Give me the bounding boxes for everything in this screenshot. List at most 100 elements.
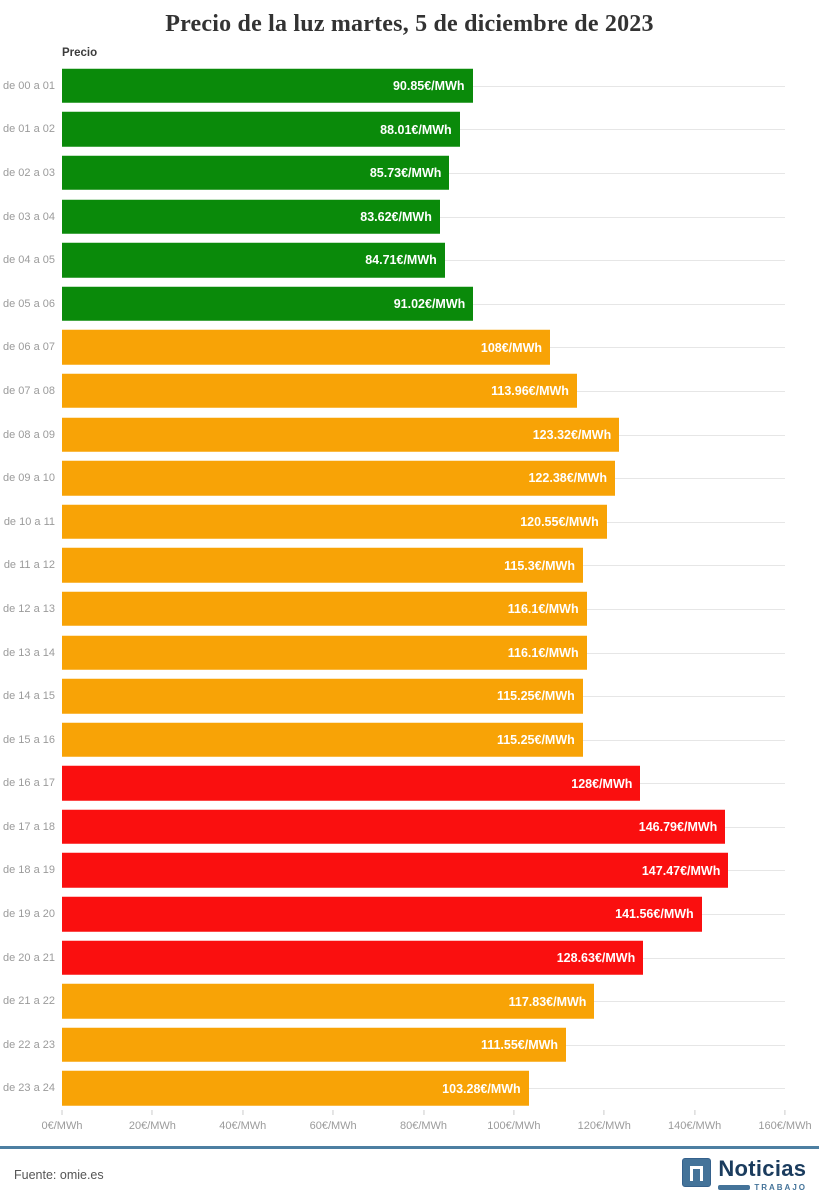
chart-row: de 17 a 18 146.79€/MWh bbox=[0, 805, 819, 849]
x-axis-tick: 20€/MWh bbox=[129, 1110, 176, 1132]
tick-mark bbox=[242, 1110, 244, 1116]
hour-range-label: de 20 a 21 bbox=[3, 951, 55, 964]
bar-track: 141.56€/MWh bbox=[62, 892, 785, 936]
chart-row: de 18 a 19 147.47€/MWh bbox=[0, 849, 819, 893]
hour-range-label: de 14 a 15 bbox=[3, 690, 55, 703]
chart-row: de 06 a 07 108€/MWh bbox=[0, 326, 819, 370]
x-axis-tick: 60€/MWh bbox=[310, 1110, 357, 1132]
tick-mark bbox=[513, 1110, 515, 1116]
bar-track: 120.55€/MWh bbox=[62, 500, 785, 544]
hour-range-label: de 10 a 11 bbox=[3, 515, 55, 528]
price-bar: 111.55€/MWh bbox=[62, 1027, 567, 1063]
price-value-label: 113.96€/MWh bbox=[491, 383, 569, 398]
tick-mark bbox=[694, 1110, 696, 1116]
hour-range-label: de 03 a 04 bbox=[3, 210, 55, 223]
bar-track: 128€/MWh bbox=[62, 762, 785, 806]
hour-range-label: de 05 a 06 bbox=[3, 297, 55, 310]
tick-mark bbox=[784, 1110, 786, 1116]
hour-range-label: de 06 a 07 bbox=[3, 341, 55, 354]
bar-track: 113.96€/MWh bbox=[62, 369, 785, 413]
bar-track: 116.1€/MWh bbox=[62, 631, 785, 675]
chart-row: de 08 a 09 123.32€/MWh bbox=[0, 413, 819, 457]
price-value-label: 83.62€/MWh bbox=[360, 209, 432, 224]
price-bar: 116.1€/MWh bbox=[62, 635, 587, 670]
price-bar: 113.96€/MWh bbox=[62, 373, 577, 409]
price-bar: 83.62€/MWh bbox=[62, 199, 440, 234]
source-credit: Fuente: omie.es bbox=[14, 1167, 104, 1182]
hour-range-label: de 19 a 20 bbox=[3, 908, 55, 921]
noticias-trabajo-logo: Noticias TRABAJO bbox=[682, 1157, 807, 1192]
bar-track: 90.85€/MWh bbox=[62, 64, 785, 108]
hour-range-label: de 07 a 08 bbox=[3, 384, 55, 397]
price-value-label: 115.25€/MWh bbox=[496, 732, 575, 747]
hour-range-label: de 22 a 23 bbox=[3, 1038, 55, 1051]
chart-row: de 22 a 23 111.55€/MWh bbox=[0, 1023, 819, 1067]
x-axis: 0€/MWh 20€/MWh 40€/MWh 60€/MWh 80€/MWh 100€/M… bbox=[42, 1110, 812, 1142]
price-value-label: 116.1€/MWh bbox=[507, 601, 579, 616]
price-bar: 115.25€/MWh bbox=[62, 722, 583, 757]
chart-row: de 12 a 13 116.1€/MWh bbox=[0, 587, 819, 631]
hour-range-label: de 13 a 14 bbox=[3, 646, 55, 659]
bar-track: 85.73€/MWh bbox=[62, 151, 785, 195]
chart-row: de 02 a 03 85.73€/MWh bbox=[0, 151, 819, 195]
price-bar: 123.32€/MWh bbox=[62, 417, 620, 452]
hour-range-label: de 18 a 19 bbox=[3, 864, 55, 877]
chart-row: de 07 a 08 113.96€/MWh bbox=[0, 369, 819, 413]
brand-text: Noticias TRABAJO bbox=[718, 1157, 807, 1192]
hour-range-label: de 23 a 24 bbox=[3, 1082, 55, 1095]
price-bar: 146.79€/MWh bbox=[62, 809, 726, 845]
hour-range-label: de 15 a 16 bbox=[3, 733, 55, 746]
footer: Fuente: omie.es Noticias TRABAJO bbox=[0, 1146, 819, 1200]
brand-sub-row: TRABAJO bbox=[718, 1183, 807, 1192]
bar-track: 83.62€/MWh bbox=[62, 195, 785, 239]
tick-label: 80€/MWh bbox=[399, 1120, 448, 1133]
price-value-label: 141.56€/MWh bbox=[615, 907, 694, 922]
bar-track: 115.25€/MWh bbox=[62, 674, 785, 718]
chart-row: de 13 a 14 116.1€/MWh bbox=[0, 631, 819, 675]
price-bar: 128€/MWh bbox=[62, 766, 641, 801]
price-value-label: 111.55€/MWh bbox=[480, 1037, 559, 1052]
price-bar: 120.55€/MWh bbox=[62, 504, 607, 539]
price-value-label: 147.47€/MWh bbox=[641, 863, 721, 878]
bar-chart: de 00 a 01 90.85€/MWh de 01 a 02 88.01€/MWh… bbox=[0, 64, 819, 1110]
chart-row: de 00 a 01 90.85€/MWh bbox=[0, 64, 819, 108]
tick-mark bbox=[332, 1110, 334, 1116]
bar-track: 91.02€/MWh bbox=[62, 282, 785, 326]
price-value-label: 115.3€/MWh bbox=[504, 558, 575, 573]
bar-track: 103.28€/MWh bbox=[62, 1067, 785, 1111]
tick-label: 0€/MWh bbox=[41, 1120, 83, 1133]
price-bar: 122.38€/MWh bbox=[62, 460, 615, 496]
price-bar: 115.3€/MWh bbox=[62, 548, 583, 583]
chart-row: de 23 a 24 103.28€/MWh bbox=[0, 1067, 819, 1111]
price-value-label: 123.32€/MWh bbox=[532, 427, 612, 442]
price-value-label: 103.28€/MWh bbox=[442, 1081, 521, 1096]
bar-track: 147.47€/MWh bbox=[62, 849, 785, 893]
chart-row: de 03 a 04 83.62€/MWh bbox=[0, 195, 819, 239]
bar-track: 115.3€/MWh bbox=[62, 544, 785, 588]
tick-mark bbox=[151, 1110, 153, 1116]
bar-track: 115.25€/MWh bbox=[62, 718, 785, 762]
bar-track: 84.71€/MWh bbox=[62, 238, 785, 282]
tick-label: 140€/MWh bbox=[668, 1120, 722, 1133]
hour-range-label: de 00 a 01 bbox=[3, 79, 55, 92]
hour-range-label: de 09 a 10 bbox=[3, 472, 55, 485]
bar-track: 128.63€/MWh bbox=[62, 936, 785, 980]
tick-mark bbox=[422, 1110, 424, 1116]
tick-mark bbox=[603, 1110, 605, 1116]
x-axis-tick: 120€/MWh bbox=[578, 1110, 631, 1132]
x-axis-tick: 100€/MWh bbox=[487, 1110, 540, 1132]
price-value-label: 90.85€/MWh bbox=[392, 78, 465, 93]
price-bar: 117.83€/MWh bbox=[62, 984, 595, 1019]
price-bar: 88.01€/MWh bbox=[62, 112, 460, 147]
n-glyph bbox=[690, 1165, 704, 1181]
hour-range-label: de 21 a 22 bbox=[3, 995, 55, 1008]
price-bar: 85.73€/MWh bbox=[62, 155, 450, 191]
chart-row: de 01 a 02 88.01€/MWh bbox=[0, 108, 819, 152]
price-value-label: 115.25€/MWh bbox=[496, 689, 575, 704]
hour-range-label: de 02 a 03 bbox=[3, 166, 55, 179]
x-axis-tick: 140€/MWh bbox=[668, 1110, 721, 1132]
price-bar: 141.56€/MWh bbox=[62, 896, 702, 932]
brand-n-icon bbox=[682, 1157, 712, 1187]
hour-range-label: de 04 a 05 bbox=[3, 254, 55, 267]
